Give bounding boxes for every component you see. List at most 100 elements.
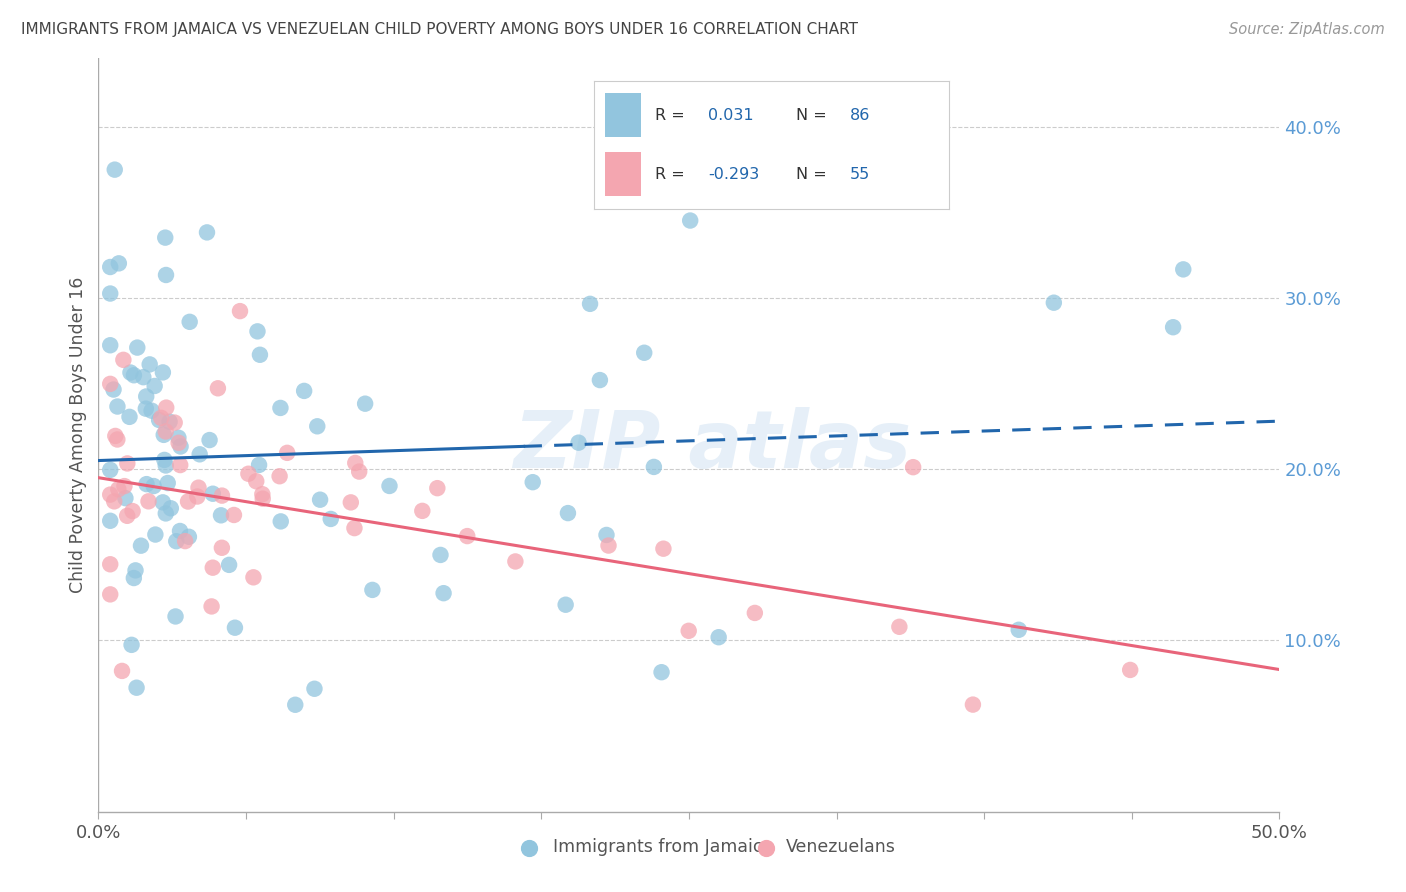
Point: [186, 490, 208, 504]
Point: [304, 681, 326, 696]
Point: [707, 630, 730, 644]
Point: [98, 558, 121, 572]
Point: [598, 539, 620, 553]
Point: [177, 494, 200, 508]
Point: [554, 598, 576, 612]
Point: [456, 529, 478, 543]
Point: [1173, 262, 1195, 277]
Point: [141, 403, 163, 417]
Point: [432, 586, 454, 600]
Point: [211, 489, 233, 503]
Point: [169, 458, 191, 472]
Point: [187, 481, 209, 495]
Point: [152, 428, 174, 442]
Point: [105, 433, 128, 447]
Point: [567, 435, 589, 450]
Point: [207, 381, 229, 395]
Point: [153, 453, 176, 467]
Point: [104, 162, 127, 177]
Point: [165, 534, 187, 549]
Point: [155, 230, 177, 244]
Point: [589, 373, 612, 387]
Point: [152, 495, 174, 509]
Point: [152, 365, 174, 379]
Point: [595, 528, 617, 542]
Point: [269, 469, 291, 483]
Point: [309, 492, 332, 507]
Point: [579, 297, 602, 311]
Point: [429, 548, 451, 562]
Point: [155, 458, 177, 473]
Point: [124, 563, 146, 577]
Point: [103, 383, 125, 397]
Point: [135, 477, 157, 491]
Point: [284, 698, 307, 712]
Point: [252, 491, 274, 506]
Point: [222, 508, 245, 522]
Point: [115, 508, 138, 523]
Point: [1119, 663, 1142, 677]
Point: [107, 400, 129, 414]
Point: [1008, 623, 1031, 637]
Text: Source: ZipAtlas.com: Source: ZipAtlas.com: [1229, 22, 1385, 37]
Point: [949, 887, 972, 892]
Point: [307, 419, 329, 434]
Point: [1043, 295, 1066, 310]
Point: [679, 213, 702, 227]
Point: [269, 401, 291, 415]
Point: [98, 514, 121, 528]
Point: [340, 495, 363, 509]
Point: [247, 458, 270, 472]
Point: [117, 457, 139, 471]
Point: [633, 345, 655, 359]
Text: Immigrants from Jamaica: Immigrants from Jamaica: [553, 838, 773, 856]
Point: [98, 260, 121, 274]
Point: [122, 571, 145, 585]
Point: [142, 479, 165, 493]
Point: [98, 338, 121, 352]
Point: [118, 409, 141, 424]
Point: [169, 440, 191, 454]
Point: [238, 467, 260, 481]
Point: [276, 446, 298, 460]
Point: [209, 508, 232, 523]
Point: [150, 410, 173, 425]
Point: [135, 401, 157, 416]
Point: [167, 431, 190, 445]
Point: [177, 530, 200, 544]
Point: [167, 435, 190, 450]
Point: [103, 494, 125, 508]
Point: [98, 587, 121, 601]
Point: [98, 487, 121, 501]
Point: [165, 609, 187, 624]
Point: [98, 286, 121, 301]
Point: [127, 341, 149, 355]
Point: [107, 483, 129, 497]
Point: [344, 456, 367, 470]
Point: [246, 324, 269, 338]
Point: [557, 506, 579, 520]
Point: [114, 491, 136, 505]
Point: [224, 621, 246, 635]
Point: [522, 475, 544, 490]
Point: [505, 554, 527, 568]
Point: [121, 504, 143, 518]
Point: [112, 352, 135, 367]
Point: [252, 487, 274, 501]
Point: [135, 389, 157, 403]
Point: [122, 368, 145, 383]
Point: [678, 624, 700, 638]
Point: [411, 504, 433, 518]
Point: [962, 698, 984, 712]
Point: [169, 524, 191, 538]
Point: [292, 384, 315, 398]
Point: [652, 541, 675, 556]
Point: [120, 366, 142, 380]
Point: [98, 463, 121, 477]
Point: [143, 379, 166, 393]
Point: [426, 481, 449, 495]
Point: [1161, 320, 1184, 334]
Point: [347, 465, 370, 479]
Point: [218, 558, 240, 572]
Point: [361, 582, 384, 597]
